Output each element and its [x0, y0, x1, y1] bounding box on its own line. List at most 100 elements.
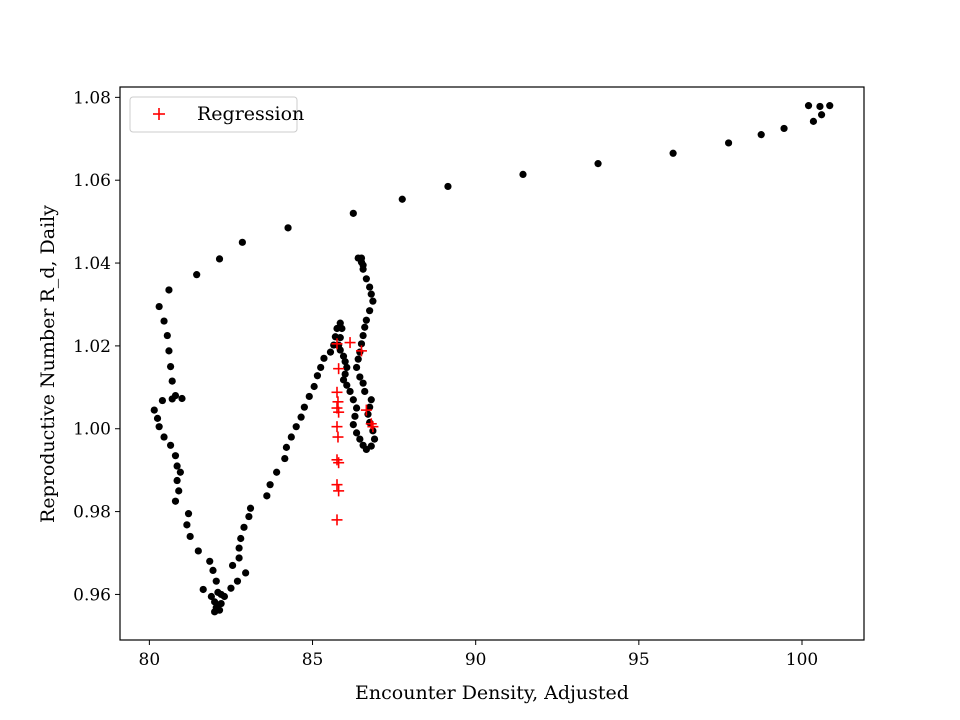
- data-point: [359, 331, 367, 340]
- plot-frame: [119, 86, 865, 641]
- data-point: [287, 433, 295, 441]
- data-point: [356, 348, 364, 356]
- x-tick-label: 90: [465, 650, 487, 670]
- data-point: [398, 195, 406, 203]
- data-point: [160, 433, 168, 441]
- data-point: [313, 372, 322, 380]
- data-point: [343, 381, 351, 389]
- data-point: [186, 532, 194, 541]
- data-point: [361, 323, 369, 331]
- data-point: [183, 521, 191, 529]
- data-point: [237, 534, 245, 543]
- data-point: [212, 577, 220, 585]
- data-point: [594, 160, 602, 168]
- y-tick-label: 0.98: [73, 503, 111, 523]
- data-point: [166, 363, 175, 371]
- regression-point: [333, 485, 345, 497]
- data-point: [519, 170, 527, 179]
- regression-point: [355, 345, 367, 357]
- data-point: [160, 317, 168, 325]
- data-point: [817, 111, 826, 119]
- regression-point: [331, 421, 343, 433]
- data-point: [305, 392, 313, 401]
- data-point: [193, 271, 201, 279]
- data-point: [175, 487, 183, 495]
- data-point: [155, 423, 163, 431]
- data-point: [724, 139, 733, 147]
- data-point: [366, 307, 374, 315]
- data-point: [367, 442, 375, 450]
- data-point: [235, 554, 243, 562]
- y-tick-label: 1.06: [73, 171, 111, 191]
- data-point: [326, 348, 335, 356]
- data-point: [339, 376, 348, 384]
- data-point: [165, 347, 173, 355]
- data-point: [153, 414, 162, 422]
- data-point: [163, 331, 171, 340]
- data-point: [158, 396, 167, 405]
- data-point: [757, 131, 765, 139]
- data-point: [168, 395, 176, 403]
- data-point: [168, 377, 176, 385]
- regression-point: [331, 386, 343, 398]
- regression-point: [333, 406, 345, 418]
- regression-point: [332, 396, 344, 408]
- data-point: [804, 102, 813, 110]
- data-point: [240, 523, 248, 531]
- data-point: [826, 102, 834, 110]
- data-point: [364, 410, 372, 418]
- y-tick-label: 1.08: [73, 88, 111, 108]
- y-tick-label: 1.00: [73, 420, 111, 440]
- data-point: [816, 102, 824, 111]
- data-point: [370, 435, 379, 443]
- data-point: [215, 606, 224, 614]
- data-point: [809, 117, 818, 125]
- data-point: [346, 387, 354, 396]
- data-point: [356, 435, 364, 443]
- legend-box: [129, 96, 298, 133]
- data-point: [343, 363, 351, 372]
- regression-point: [331, 514, 343, 526]
- data-point: [367, 290, 375, 298]
- data-point: [245, 512, 253, 521]
- data-point: [367, 396, 375, 404]
- regression-point: [367, 421, 379, 433]
- data-point: [366, 283, 374, 291]
- x-axis-label: Encounter Density, Adjusted: [355, 682, 629, 704]
- data-point: [349, 209, 357, 217]
- data-point: [317, 363, 325, 372]
- data-point: [352, 429, 361, 437]
- data-point: [194, 547, 202, 555]
- data-point: [338, 324, 346, 333]
- data-point: [361, 387, 369, 396]
- data-point: [171, 497, 180, 505]
- data-point: [228, 561, 237, 570]
- data-point: [246, 504, 255, 512]
- data-point: [354, 355, 362, 363]
- data-point: [217, 599, 225, 608]
- regression-point: [360, 404, 372, 416]
- data-point: [292, 423, 300, 431]
- regression-point: [331, 479, 343, 491]
- data-point: [341, 370, 349, 378]
- data-point: [282, 443, 291, 451]
- data-point: [184, 510, 193, 518]
- axis-ticks: 80 85 90 95 100 0.96 0.98 1.00 1.02 1.04 1.06 1.08: [73, 88, 818, 670]
- data-point: [165, 286, 173, 294]
- data-point: [166, 441, 175, 449]
- data-point: [341, 358, 349, 366]
- plot-marks: [150, 102, 834, 616]
- y-axis-label: Reproductive Number R_d, Daily: [37, 205, 59, 523]
- y-tick-label: 0.96: [73, 585, 111, 605]
- x-tick-label: 95: [628, 650, 650, 670]
- data-point: [238, 238, 246, 246]
- data-point: [155, 302, 163, 311]
- data-point: [320, 354, 328, 362]
- data-point: [310, 382, 318, 391]
- data-point: [209, 566, 217, 575]
- regression-point: [332, 431, 344, 443]
- data-point: [176, 468, 184, 476]
- data-point: [178, 394, 186, 403]
- regression-point: [344, 337, 356, 349]
- data-point: [233, 577, 242, 585]
